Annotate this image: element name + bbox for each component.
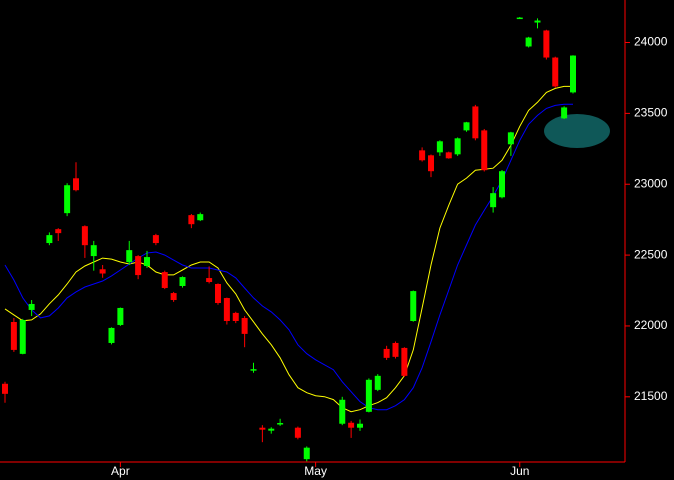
y-tick-label: 22500 [634,247,668,261]
candle-body [2,383,8,394]
candle-body [472,106,479,139]
candle-body [570,55,576,93]
candle-body [357,423,363,428]
candle-body [152,235,159,244]
candle-body [481,130,488,171]
candle-body [73,178,79,191]
candle-body [552,57,559,87]
candle-body [401,347,408,376]
candle-body [232,312,239,321]
candle-body [135,256,142,276]
candle-body [223,298,230,321]
candle-body [250,369,257,371]
y-tick-label: 24000 [634,35,668,49]
candle-body [19,319,26,354]
candle-body [117,307,124,325]
y-tick-label: 21500 [634,389,668,403]
candle-body [81,226,88,246]
candle-body [99,269,106,274]
candle-body [277,423,284,425]
highlight-ellipse [544,114,610,148]
candle-body [445,152,452,159]
y-tick-label: 23000 [634,176,668,190]
candle-body [294,427,301,438]
candle-body [206,278,213,283]
candle-body [144,257,150,267]
candle-body [374,375,381,390]
candle-body [28,303,35,310]
candle-body [161,272,168,288]
candle-body [170,293,177,301]
candle-body [392,342,399,357]
candle-body [268,428,275,431]
candle-body [525,37,532,47]
candle-body [197,214,204,221]
candle-body [507,132,514,145]
candle-body [90,245,97,257]
y-tick-label: 22000 [634,318,668,332]
candle-body [241,318,248,334]
candle-body [516,17,523,20]
x-tick-label: May [304,464,327,478]
candle-body [561,107,568,119]
x-tick-label: Apr [111,464,130,478]
candle-body [499,171,505,198]
candle-body [46,235,53,244]
x-tick-label: Jun [510,464,529,478]
candle-body [428,155,434,172]
candle-body [259,427,266,430]
moving-average-line [4,103,573,411]
candle-body [348,422,355,428]
candle-body [55,229,62,234]
y-tick-label: 23500 [634,106,668,120]
candle-body [365,379,372,412]
candle-body [436,141,443,153]
candle-body [490,193,497,208]
candle-body [108,327,115,343]
candle-body [126,250,133,263]
moving-average-line [4,85,573,413]
candle-body [215,284,221,303]
candle-body [454,138,461,155]
candle-body [463,122,470,131]
candle-body [179,277,186,286]
candle-body [534,20,541,23]
candle-body [64,185,71,214]
candle-body [303,447,310,460]
candle-body [188,215,195,225]
candle-body [383,348,390,358]
candle-body [410,291,417,321]
candle-body [419,150,426,161]
candle-body [339,399,346,424]
candle-body [543,30,550,58]
candle-body [10,321,17,350]
